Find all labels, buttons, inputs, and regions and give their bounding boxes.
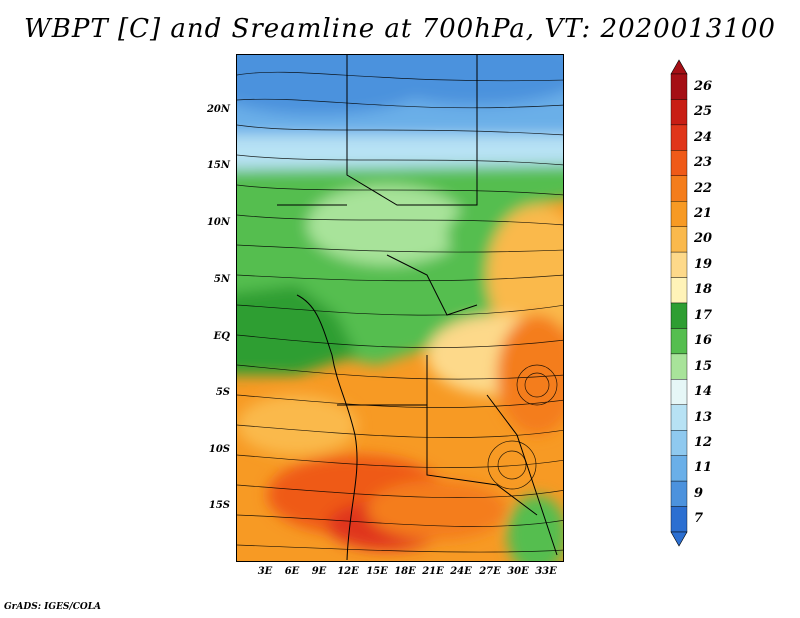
colorbar-label: 22 [694,180,713,196]
colorbar-label: 14 [694,384,713,400]
streamlines [237,71,563,553]
colorbar-label: 24 [694,129,713,145]
colorbar-segment [670,480,688,507]
colorbar-segment [670,302,688,329]
plot-title: WBPT [C] and Sreamline at 700hPa, VT: 20… [24,14,776,44]
x-tick-label: 33E [535,566,557,577]
colorbar-segment [670,251,688,278]
colorbar-segment [670,506,688,533]
wbpt-field [237,55,563,561]
x-tick-label: 24E [450,566,472,577]
y-tick-label: 15N [206,160,230,171]
colorbar-label: 11 [694,460,713,476]
y-tick-label: 10S [208,444,230,455]
colorbar [670,59,688,547]
colorbar-segment [670,175,688,202]
colorbar-label: 12 [694,434,713,450]
x-tick-label: 6E [284,566,300,577]
colorbar-segment [670,124,688,151]
x-tick-label: 3E [257,566,273,577]
colorbar-segment [670,379,688,405]
map-panel [236,54,564,562]
y-tick-label: 5N [213,274,230,285]
colorbar-bottom-arrow [670,531,688,547]
colorbar-segment [670,226,688,253]
colorbar-segment [670,404,688,431]
colorbar-segment [670,455,688,482]
x-tick-label: 15E [366,566,388,577]
colorbar-label: 13 [694,409,713,425]
colorbar-label: 20 [694,231,713,247]
colorbar-segment [670,277,688,304]
x-tick-label: 18E [394,566,416,577]
y-tick-label: 10N [206,217,230,228]
x-tick-label: 9E [311,566,327,577]
colorbar-segment [670,430,688,456]
y-tick-label: 15S [208,500,230,511]
colorbar-label: 19 [694,256,713,272]
country-borders [277,55,558,561]
x-tick-label: 12E [337,566,359,577]
colorbar-label: 21 [694,205,713,221]
y-tick-label: 5S [215,387,230,398]
colorbar-segment [670,328,688,355]
colorbar-label: 18 [694,282,713,298]
colorbar-segment [670,201,688,227]
colorbar-label: 16 [694,333,713,349]
credit-text: GrADS: IGES/COLA [4,602,102,612]
x-tick-label: 21E [422,566,444,577]
colorbar-label: 9 [694,485,704,501]
colorbar-label: 25 [694,104,713,120]
y-tick-label: EQ [213,331,230,342]
colorbar-segment [670,73,688,100]
colorbar-segment [670,99,688,126]
colorbar-label: 7 [694,511,704,527]
y-tick-label: 20N [206,104,230,115]
colorbar-top-arrow [670,59,688,75]
colorbar-segment [670,150,688,176]
colorbar-label: 17 [694,307,713,323]
colorbar-label: 15 [694,358,713,374]
x-tick-label: 27E [479,566,501,577]
colorbar-label: 26 [694,78,713,94]
colorbar-label: 23 [694,155,713,171]
x-tick-label: 30E [507,566,529,577]
colorbar-segment [670,353,688,380]
